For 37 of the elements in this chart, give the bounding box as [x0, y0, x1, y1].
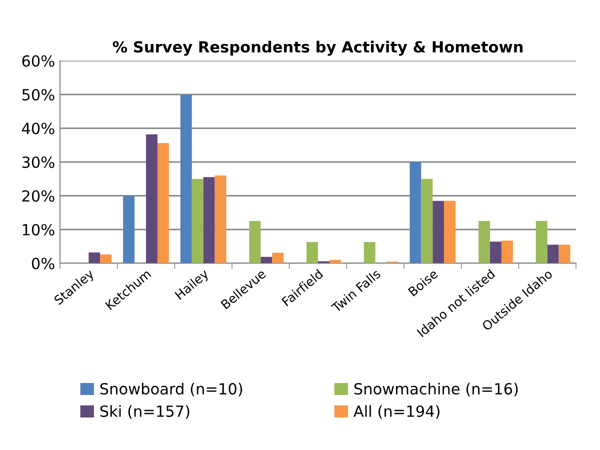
bar — [100, 254, 112, 264]
y-tick-label: 30% — [22, 156, 54, 168]
bar — [146, 134, 158, 264]
bar — [192, 178, 204, 264]
bar — [536, 221, 548, 264]
bar — [306, 242, 318, 264]
y-tick-label: 40% — [22, 122, 54, 134]
x-tick-label: Twin Falls — [330, 268, 382, 314]
y-tick-label: 50% — [22, 88, 54, 101]
bar — [501, 240, 513, 264]
legend-label: Ski (n=157) — [100, 405, 190, 419]
bar — [123, 196, 135, 264]
y-tick-label: 20% — [22, 190, 54, 202]
bar — [444, 200, 456, 264]
bar — [157, 143, 169, 264]
bar — [490, 242, 502, 264]
bar — [249, 221, 261, 264]
bar — [432, 200, 444, 264]
y-tick-label: 60% — [22, 55, 54, 67]
bar — [260, 256, 272, 264]
bar — [88, 252, 100, 264]
legend-label: Snowmachine (n=16) — [354, 382, 518, 396]
bar — [180, 94, 192, 264]
chart-title: % Survey Respondents by Activity & Hometown — [112, 40, 523, 56]
bar — [421, 178, 433, 264]
bar — [203, 177, 215, 264]
bar — [272, 252, 284, 264]
y-tick-label: 10% — [22, 224, 54, 236]
bar — [547, 244, 559, 264]
bar — [410, 162, 422, 264]
y-tick-label: 0% — [32, 258, 54, 270]
bar — [364, 242, 376, 264]
bar — [214, 176, 226, 264]
bar — [478, 221, 490, 264]
legend-label: Snowboard (n=10) — [100, 382, 242, 396]
legend-label: All (n=194) — [354, 405, 440, 419]
bar — [558, 244, 570, 264]
